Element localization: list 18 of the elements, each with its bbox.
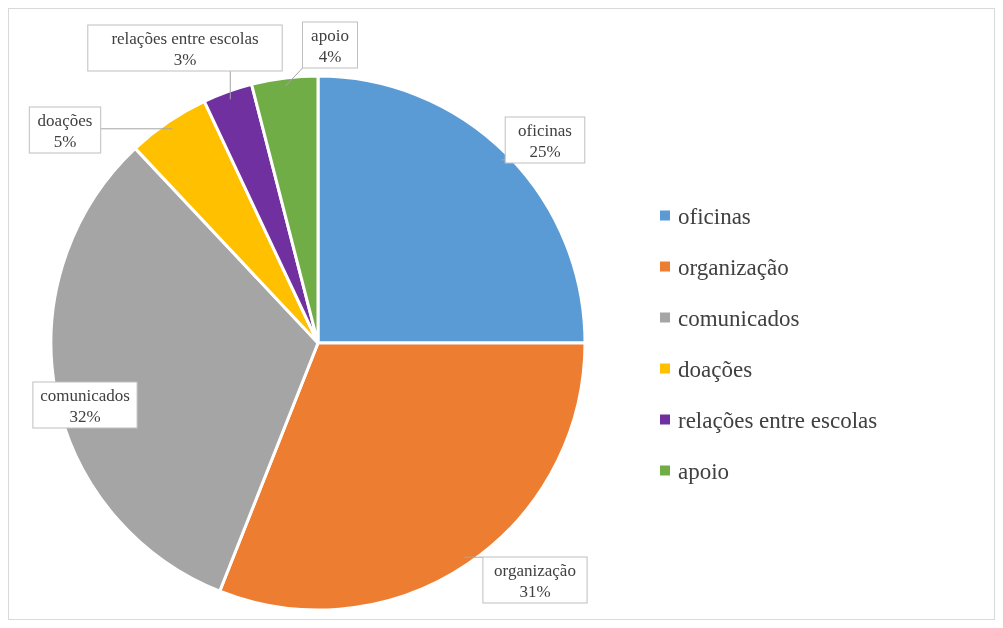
data-label: 25% bbox=[529, 142, 561, 161]
legend-label: oficinas bbox=[678, 203, 751, 229]
legend-label: organização bbox=[678, 254, 789, 280]
slice-label: apoio bbox=[311, 26, 349, 45]
slice-label: oficinas bbox=[518, 121, 572, 140]
data-label: 4% bbox=[318, 47, 342, 66]
data-label: 5% bbox=[53, 132, 77, 151]
data-label: 31% bbox=[519, 582, 551, 601]
legend-label: relações entre escolas bbox=[678, 407, 878, 433]
data-label: 32% bbox=[69, 407, 101, 426]
slice-label: doações bbox=[37, 111, 93, 130]
slice-label: organização bbox=[494, 561, 576, 580]
legend-label: apoio bbox=[678, 458, 730, 484]
legend-label: doações bbox=[678, 356, 753, 382]
data-label: 3% bbox=[173, 50, 197, 69]
legend-label: comunicados bbox=[678, 305, 800, 331]
slice-label: comunicados bbox=[40, 386, 130, 405]
slice-label: relações entre escolas bbox=[111, 29, 259, 48]
